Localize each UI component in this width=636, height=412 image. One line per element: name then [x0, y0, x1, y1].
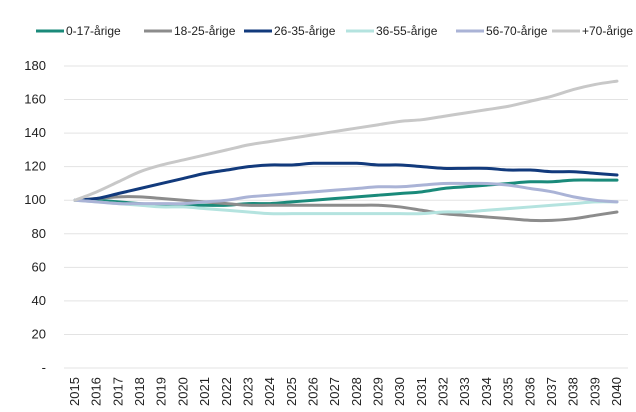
x-tick-label: 2019: [154, 377, 169, 406]
series-line-1: [73, 178, 619, 207]
x-tick-label: 2036: [522, 377, 537, 406]
y-tick-label: 20: [32, 326, 46, 341]
x-tick-label: 2024: [262, 377, 277, 406]
legend-label: 26-35-årige: [274, 24, 336, 38]
x-tick-label: 2020: [175, 377, 190, 406]
gridlines: [64, 65, 628, 369]
series-lines: [73, 79, 619, 223]
legend-label: 36-55-årige: [376, 24, 438, 38]
series-line-5: [73, 181, 619, 206]
x-tick-label: 2031: [414, 377, 429, 406]
y-tick-label: 60: [32, 259, 46, 274]
x-tick-label: 2015: [67, 377, 82, 406]
x-tick-label: 2021: [197, 377, 212, 406]
x-tick-label: 2040: [609, 377, 624, 406]
x-tick-label: 2035: [501, 377, 516, 406]
y-tick-label: 160: [24, 92, 46, 107]
y-tick-label: 80: [32, 226, 46, 241]
y-tick-label: 140: [24, 125, 46, 140]
x-tick-label: 2033: [457, 377, 472, 406]
series-line-3: [73, 161, 619, 202]
legend: 0-17-årige 18-25-årige 26-35-årige 36-55-år…: [36, 24, 633, 38]
x-axis-tick-labels: 2015 2016 2017 2018 2019 2020 2021 2022 2023 2024…: [67, 377, 624, 406]
x-tick-label: 2038: [566, 377, 581, 406]
x-tick-label: 2034: [479, 377, 494, 406]
x-tick-label: 2025: [284, 377, 299, 406]
x-tick-label: 2037: [544, 377, 559, 406]
legend-label: +70-årige: [582, 24, 633, 38]
x-tick-label: 2029: [371, 377, 386, 406]
x-tick-label: 2017: [110, 377, 125, 406]
y-tick-label: 40: [32, 293, 46, 308]
y-tick-label: 120: [24, 159, 46, 174]
legend-label: 56-70-årige: [486, 24, 548, 38]
x-tick-label: 2027: [327, 377, 342, 406]
y-axis-tick-labels: - 20 40 60 80 100 120 140 160 180: [24, 58, 46, 375]
series-line-6: [73, 79, 619, 202]
x-tick-label: 2016: [89, 377, 104, 406]
y-tick-label: 100: [24, 192, 46, 207]
legend-label: 18-25-årige: [174, 24, 236, 38]
y-tick-label: 180: [24, 58, 46, 73]
x-tick-label: 2023: [240, 377, 255, 406]
x-tick-label: 2030: [392, 377, 407, 406]
y-tick-label: -: [42, 360, 46, 375]
x-tick-label: 2032: [436, 377, 451, 406]
x-tick-label: 2028: [349, 377, 364, 406]
x-tick-label: 2039: [587, 377, 602, 406]
x-tick-label: 2018: [132, 377, 147, 406]
legend-label: 0-17-årige: [66, 24, 121, 38]
x-tick-label: 2022: [219, 377, 234, 406]
x-tick-label: 2026: [305, 377, 320, 406]
series-line-2: [73, 195, 619, 223]
series-line-4: [73, 198, 619, 216]
